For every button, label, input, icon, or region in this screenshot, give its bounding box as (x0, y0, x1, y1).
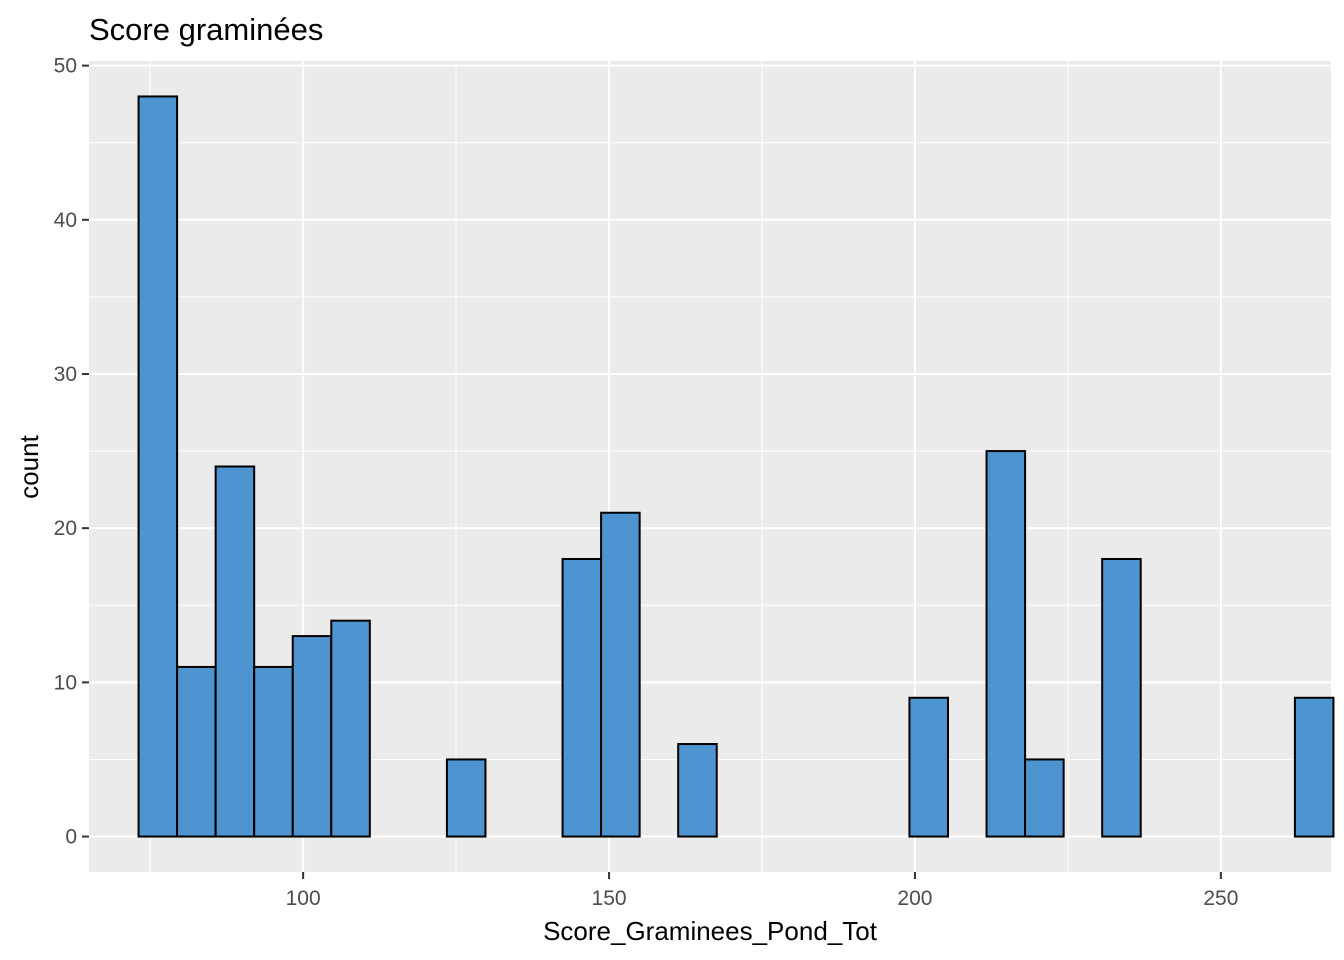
histogram-bar (561, 558, 603, 838)
y-axis: 0 10 20 30 40 50 (54, 55, 89, 849)
histogram-bar (985, 450, 1027, 838)
histogram-bar (600, 511, 641, 838)
y-tick-label: 30 (54, 363, 77, 386)
x-tick-label: 150 (592, 887, 627, 910)
histogram-bar (908, 696, 949, 838)
histogram-bar (1024, 758, 1065, 838)
y-tick-label: 40 (54, 209, 77, 232)
histogram-bar (137, 95, 179, 838)
y-tick-label: 50 (54, 55, 77, 78)
x-tick-label: 100 (286, 887, 321, 910)
histogram-bar (291, 635, 333, 838)
y-axis-title: count (14, 434, 44, 498)
histogram-bars (137, 95, 1335, 838)
y-tick-label: 10 (54, 671, 77, 694)
x-axis: 100 150 200 250 (286, 872, 1238, 910)
y-tick-label: 0 (65, 826, 77, 849)
histogram-bar (253, 665, 294, 838)
x-tick-label: 250 (1203, 887, 1238, 910)
histogram-bar (330, 619, 371, 838)
chart-title: Score graminées (89, 12, 323, 47)
histogram-bar (214, 465, 256, 838)
histogram-bar (1101, 558, 1142, 838)
histogram-bar (677, 743, 718, 838)
y-tick-label: 20 (54, 517, 77, 540)
x-tick-label: 200 (897, 887, 932, 910)
x-axis-title: Score_Graminees_Pond_Tot (543, 916, 878, 946)
histogram-bar (1293, 696, 1335, 838)
histogram-bar (445, 758, 487, 838)
histogram-bar (176, 665, 217, 838)
